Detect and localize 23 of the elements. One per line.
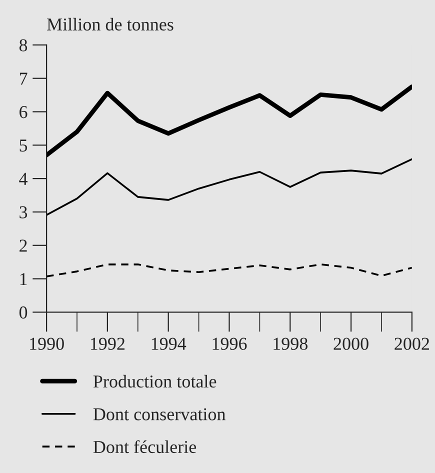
- line-series: [46, 158, 412, 216]
- y-tick-label: 1: [20, 273, 27, 286]
- line-series: [46, 84, 412, 158]
- line-series: [46, 264, 412, 278]
- y-tick-label: 7: [20, 72, 28, 85]
- x-tick-label: 1998: [274, 338, 308, 350]
- legend-label: Production totale: [93, 374, 216, 388]
- legend-label: Dont conservation: [93, 408, 226, 420]
- y-tick-label: 0: [19, 306, 28, 319]
- x-tick-label: 1990: [30, 338, 64, 350]
- x-tick-label: 2000: [334, 338, 368, 350]
- x-tick-label: 1994: [152, 338, 186, 350]
- x-tick-label: 2002: [394, 338, 430, 350]
- x-tick-label: 1996: [212, 338, 247, 350]
- legend-label: Dont féculerie: [93, 440, 196, 454]
- y-tick-label: 5: [20, 140, 28, 152]
- y-tick-label: 6: [20, 106, 28, 118]
- y-tick-label: 8: [19, 39, 28, 52]
- y-tick-label: 4: [19, 172, 28, 185]
- y-axis-title: Million de tonnes: [47, 18, 174, 31]
- y-tick-label: 3: [20, 206, 28, 218]
- y-tick-label: 2: [20, 240, 27, 252]
- x-tick-label: 1992: [90, 338, 125, 350]
